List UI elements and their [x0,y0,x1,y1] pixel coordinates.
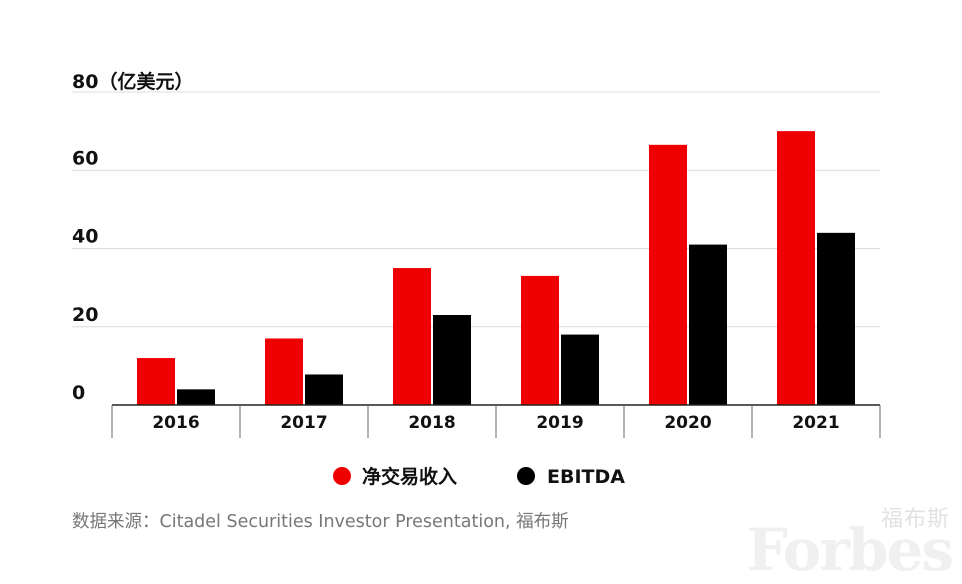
bar-net-trading-revenue-2017 [265,338,303,405]
source-note: 数据来源：Citadel Securities Investor Present… [72,512,569,532]
watermark-chinese: 福布斯 [880,507,950,532]
x-tick-label: 2017 [280,413,327,433]
legend-swatch-net-trading-revenue [333,467,351,485]
y-tick-labels: 0 20 40 60 [72,147,98,404]
bar-net-trading-revenue-2019 [521,275,559,405]
watermark-logo: Forbes [746,516,954,584]
legend: 净交易收入 EBITDA [333,465,625,488]
gridlines [72,91,880,328]
forbes-watermark: 福布斯 Forbes [742,501,954,584]
x-tick-label: 2016 [152,413,199,433]
x-tick-label: 2019 [536,413,583,433]
x-tick-label: 2018 [408,413,455,433]
x-tick-labels: 2016 2017 2018 2019 2020 2021 [152,413,839,433]
y-tick-label: 0 [72,382,85,404]
bar-net-trading-revenue-2021 [777,131,815,405]
x-tick-label: 2020 [664,413,711,433]
legend-label-ebitda: EBITDA [547,466,625,488]
legend-swatch-ebitda [517,467,535,485]
bar-ebitda-2016 [177,389,215,405]
y-tick-label: 60 [72,147,98,169]
bar-ebitda-2018 [433,315,471,405]
legend-label-net-trading-revenue: 净交易收入 [362,465,457,488]
y-tick-label: 20 [72,304,98,326]
bar-net-trading-revenue-2016 [137,358,175,405]
y-axis-label: 80（亿美元） [72,70,193,93]
bar-net-trading-revenue-2018 [393,268,431,405]
bar-ebitda-2017 [305,374,343,405]
y-tick-label: 40 [72,226,98,248]
x-tick-label: 2021 [792,413,839,433]
bars [137,131,855,405]
x-axis [111,404,881,438]
bar-ebitda-2020 [689,244,727,405]
bar-net-trading-revenue-2020 [649,144,687,405]
bar-ebitda-2021 [817,232,855,405]
bar-ebitda-2019 [561,334,599,405]
